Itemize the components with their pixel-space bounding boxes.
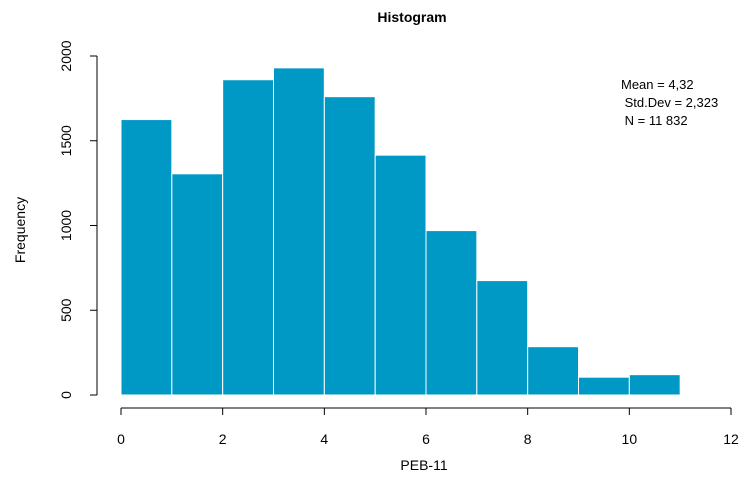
histogram-bar-6 xyxy=(425,230,478,396)
histogram-bar-10 xyxy=(628,374,681,396)
x-axis: 0 2 4 6 8 10 12 xyxy=(117,407,739,447)
y-axis: 0 500 1000 1500 2000 xyxy=(58,40,98,399)
y-tick-label: 1500 xyxy=(58,125,74,156)
x-tick-label: 6 xyxy=(422,431,430,447)
stats-mean: Mean = 4,32 xyxy=(621,77,694,92)
x-tick-label: 4 xyxy=(320,431,328,447)
y-tick-label: 0 xyxy=(58,391,74,399)
bars-group xyxy=(120,67,681,396)
y-axis-label: Frequency xyxy=(12,197,28,263)
histogram-bar-1 xyxy=(171,173,224,396)
stats-n: N = 11 832 xyxy=(621,113,688,128)
histogram-bar-3 xyxy=(273,67,325,396)
y-tick-label: 2000 xyxy=(58,40,74,71)
histogram-bar-2 xyxy=(222,79,275,396)
histogram-bar-8 xyxy=(527,346,580,396)
histogram-bar-9 xyxy=(578,376,630,396)
x-tick-label: 8 xyxy=(524,431,532,447)
y-tick-label: 500 xyxy=(58,298,74,322)
histogram-bar-4 xyxy=(323,96,376,396)
x-axis-label: PEB-11 xyxy=(400,457,447,473)
stats-annotation: Mean = 4,32 Std.Dev = 2,323 N = 11 832 xyxy=(621,77,718,128)
y-tick-label: 1000 xyxy=(58,210,74,241)
chart-title: Histogram xyxy=(377,9,446,25)
x-tick-label: 12 xyxy=(723,431,739,447)
x-tick-label: 0 xyxy=(117,431,125,447)
x-tick-label: 10 xyxy=(622,431,638,447)
histogram-bar-0 xyxy=(120,119,173,396)
histogram-bar-5 xyxy=(374,154,427,396)
stats-stddev: Std.Dev = 2,323 xyxy=(621,95,718,110)
x-tick-label: 2 xyxy=(219,431,227,447)
histogram-bar-7 xyxy=(476,280,529,396)
